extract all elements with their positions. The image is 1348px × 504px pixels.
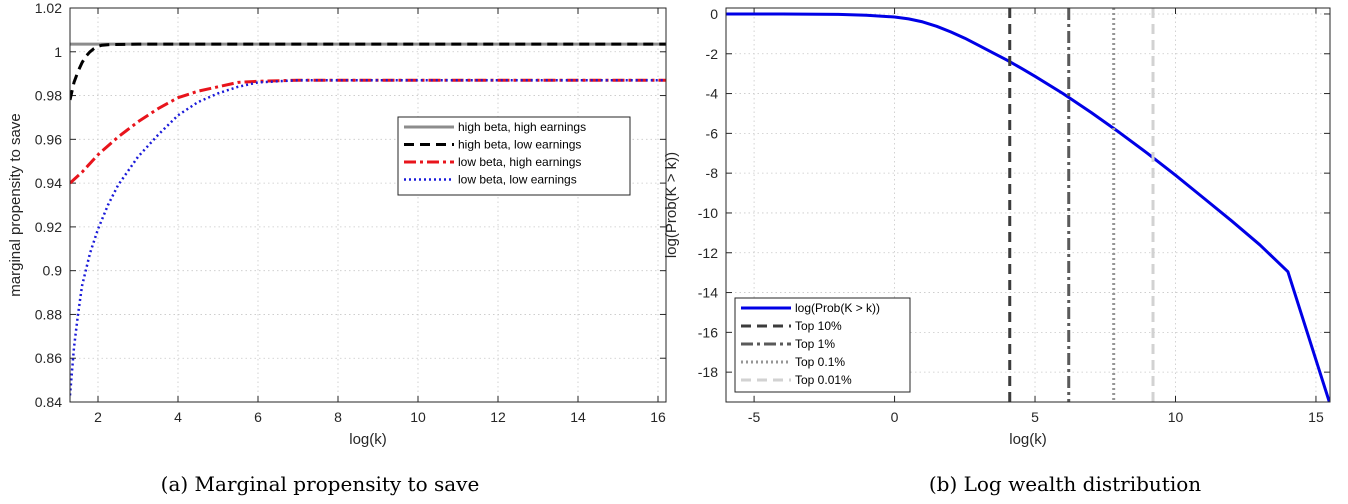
y-tick-label: 0 bbox=[710, 6, 718, 22]
y-tick-label: 0.94 bbox=[35, 175, 62, 191]
chart-log-wealth-distribution: -5 0 5 10 15 0 -2 -4 -6 -8 -10 -12 -14 -16 -18 log(k) lo… bbox=[663, 6, 1331, 496]
y-tick-label: -18 bbox=[698, 364, 718, 380]
legend-label: Top 1% bbox=[795, 337, 835, 351]
x-tick-label: 8 bbox=[334, 409, 342, 425]
legend-label: high beta, high earnings bbox=[458, 120, 586, 134]
y-tick-label: 0.92 bbox=[35, 219, 62, 235]
y-tick-label: -4 bbox=[706, 86, 719, 102]
x-tick-label: 15 bbox=[1308, 409, 1324, 425]
chart-marginal-propensity: 2 4 6 8 10 12 14 16 0.84 0.86 0.88 0.9 0.92 0.94 0.96 0… bbox=[7, 0, 667, 496]
legend-box bbox=[397, 116, 631, 196]
y-tick-label: -14 bbox=[698, 285, 718, 301]
legend-label: low beta, high earnings bbox=[458, 155, 581, 169]
legend-label: Top 0.01% bbox=[795, 373, 852, 387]
y-tick-label: -6 bbox=[706, 125, 719, 141]
x-tick-label: 10 bbox=[410, 409, 426, 425]
x-tick-label: -5 bbox=[748, 409, 761, 425]
x-tick-label: 6 bbox=[254, 409, 262, 425]
x-tick-label: 16 bbox=[650, 409, 666, 425]
x-tick-label: 5 bbox=[1031, 409, 1039, 425]
chart-caption: (a) Marginal propensity to save bbox=[161, 472, 480, 496]
y-tick-label: 1.02 bbox=[35, 0, 62, 16]
y-tick-label: 0.84 bbox=[35, 394, 62, 410]
y-tick-label: 0.86 bbox=[35, 350, 62, 366]
plot-frame bbox=[69, 7, 667, 403]
series-line-0 bbox=[726, 12, 1330, 402]
y-tick-label: -16 bbox=[698, 324, 718, 340]
plot-series bbox=[726, 8, 1330, 402]
x-axis-label: log(k) bbox=[349, 431, 387, 448]
y-tick-label: -12 bbox=[698, 245, 718, 261]
y-axis-label: marginal propensity to save bbox=[7, 113, 24, 296]
y-axis-label: log(Prob(K > k)) bbox=[663, 152, 680, 258]
x-tick-label: 2 bbox=[94, 409, 102, 425]
plot-area bbox=[70, 8, 666, 402]
legend-label: Top 10% bbox=[795, 319, 842, 333]
y-tick-label: 0.88 bbox=[35, 306, 62, 322]
y-tick-label: 1 bbox=[54, 44, 62, 60]
y-tick-label: -2 bbox=[706, 46, 719, 62]
series-line-3 bbox=[70, 78, 666, 396]
x-tick-label: 0 bbox=[891, 409, 899, 425]
y-tick-label: 0.98 bbox=[35, 88, 62, 104]
legend-label: Top 0.1% bbox=[795, 355, 845, 369]
y-tick-label: -8 bbox=[706, 165, 719, 181]
y-tick-label: 0.9 bbox=[43, 263, 63, 279]
plot-frame bbox=[725, 7, 1331, 403]
y-tick-label: 0.96 bbox=[35, 131, 62, 147]
legend-label: low beta, low earnings bbox=[458, 173, 577, 187]
legend: log(Prob(K > k)) Top 10% Top 1% Top 0.1% Top… bbox=[734, 297, 911, 393]
x-tick-label: 10 bbox=[1168, 409, 1184, 425]
chart-caption: (b) Log wealth distribution bbox=[929, 472, 1201, 496]
x-tick-label: 14 bbox=[570, 409, 586, 425]
y-tick-label: -10 bbox=[698, 205, 718, 221]
legend: high beta, high earnings high beta, low e… bbox=[397, 116, 631, 196]
legend-label: log(Prob(K > k)) bbox=[795, 301, 880, 315]
legend-label: high beta, low earnings bbox=[458, 138, 581, 152]
x-tick-label: 12 bbox=[490, 409, 506, 425]
x-axis-label: log(k) bbox=[1009, 431, 1047, 448]
plot-series bbox=[70, 42, 666, 396]
series-line-2 bbox=[70, 78, 666, 185]
x-tick-label: 4 bbox=[174, 409, 182, 425]
